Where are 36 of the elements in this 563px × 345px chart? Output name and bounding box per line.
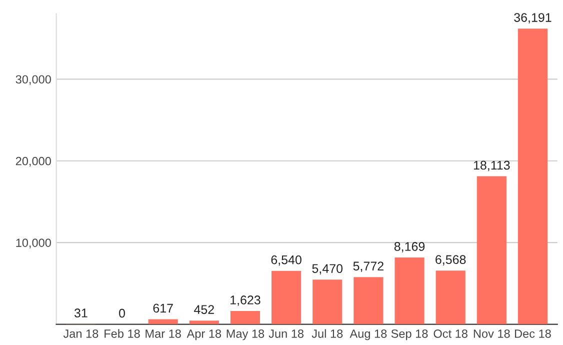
data-label: 6,568 <box>436 255 466 266</box>
x-tick-label: Dec 18 <box>514 329 551 338</box>
data-label: 18,113 <box>474 160 510 172</box>
bar <box>230 311 260 324</box>
bar <box>312 280 342 324</box>
y-tick-label: 20,000 <box>16 156 51 167</box>
x-tick-label: Apr 18 <box>186 329 222 340</box>
x-tick-label: Oct 18 <box>434 329 468 338</box>
x-tick-label: Jun 18 <box>268 329 304 338</box>
bar <box>518 28 548 324</box>
data-label: 0 <box>119 308 125 318</box>
data-label: 5,772 <box>353 262 384 272</box>
data-label: 1,623 <box>230 296 260 306</box>
x-tick-label: Feb 18 <box>104 329 140 338</box>
data-label: 36,191 <box>514 13 552 24</box>
data-label: 452 <box>194 305 214 314</box>
data-label: 5,470 <box>312 264 343 274</box>
bar <box>476 176 506 324</box>
bar <box>272 270 302 324</box>
data-label: 31 <box>74 308 88 318</box>
data-label: 6,540 <box>271 255 302 266</box>
data-label: 8,169 <box>394 242 425 252</box>
x-tick-label: Sep 18 <box>391 329 428 340</box>
bar <box>354 277 384 324</box>
data-label: 617 <box>153 304 173 313</box>
x-tick-label: Jan 18 <box>63 329 98 338</box>
y-tick-label: 10,000 <box>16 238 51 248</box>
bar <box>436 270 466 324</box>
x-tick-label: May 18 <box>226 329 264 340</box>
bar <box>189 320 219 324</box>
x-tick-label: Jul 18 <box>312 329 343 338</box>
y-tick-label: 30,000 <box>16 75 51 85</box>
x-tick-label: Mar 18 <box>146 329 181 338</box>
bar <box>394 258 424 324</box>
x-tick-label: Nov 18 <box>474 329 510 338</box>
x-tick-label: Aug 18 <box>350 329 387 340</box>
